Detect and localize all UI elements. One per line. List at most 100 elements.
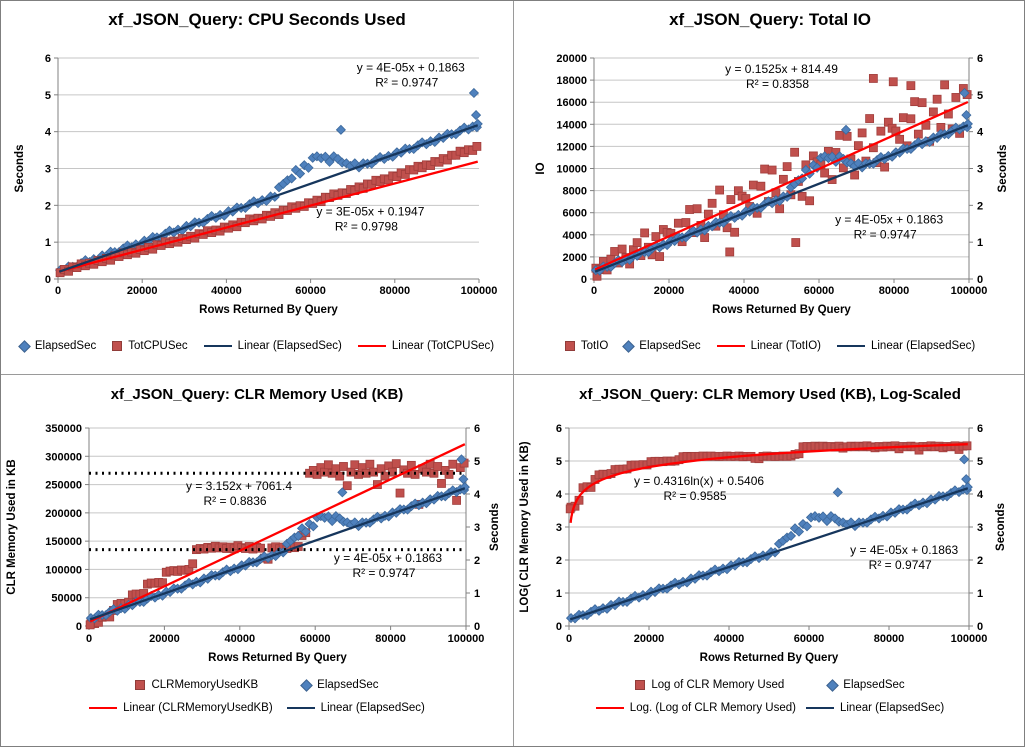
data-point (376, 464, 386, 474)
legend-label: Linear (ElapsedSec) (320, 702, 425, 714)
right-axis-tick-label: 2 (977, 555, 983, 567)
left-axis-tick-label: 2 (45, 200, 51, 212)
data-point (850, 170, 860, 180)
right-axis-tick-label: 6 (977, 423, 983, 435)
data-point (300, 526, 311, 537)
data-point (906, 114, 916, 124)
data-point (756, 181, 766, 191)
legend-label: Linear (ElapsedSec) (839, 702, 945, 714)
right-axis-tick-label: 5 (474, 456, 480, 468)
legend-item: TotIO (564, 340, 608, 352)
data-point (651, 232, 661, 241)
data-point (785, 530, 797, 541)
data-point (342, 481, 352, 491)
x-axis-tick-label: 60000 (804, 285, 835, 297)
data-point (456, 454, 467, 465)
left-axis-tick-label: 150000 (45, 536, 82, 548)
legend-line-swatch (595, 707, 624, 709)
data-point (820, 168, 830, 178)
trendline-linear (58, 160, 479, 273)
data-point (767, 165, 777, 175)
trend-equation: y = 0.1525x + 814.49 (725, 62, 838, 76)
right-axis-tick-label: 6 (474, 423, 480, 435)
data-point (805, 196, 815, 206)
left-axis-tick-label: 6 (45, 53, 51, 65)
data-point (797, 191, 807, 201)
trend-equation: y = 4E-05x + 0.1863 (334, 551, 442, 565)
x-axis-tick-label: 80000 (380, 285, 411, 297)
x-axis-tick-label: 100000 (951, 633, 988, 645)
data-point (888, 77, 898, 87)
trendline-log (569, 443, 968, 523)
legend-label: Log. (Log of CLR Memory Used) (629, 702, 796, 714)
x-axis-tick-label: 100000 (461, 285, 498, 297)
data-point (323, 460, 333, 470)
data-point (365, 459, 375, 469)
data-point (448, 459, 458, 469)
data-point (898, 113, 908, 123)
x-axis-tick-label: 60000 (295, 285, 326, 297)
legend-row: Linear (CLRMemoryUsedKB) Linear (ElapsedS… (1, 702, 513, 714)
data-point (917, 98, 927, 108)
legend-row: Log of CLR Memory Used ElapsedSec (514, 678, 1024, 692)
right-axis-tick-label: 0 (977, 621, 983, 633)
legend-label: Log of CLR Memory Used (651, 679, 785, 691)
data-point (339, 462, 348, 471)
x-axis-tick-label: 100000 (951, 285, 988, 297)
legend-diamond-marker (826, 678, 840, 692)
chart-title: xf_JSON_Query: CLR Memory Used (KB), Log… (579, 386, 961, 403)
data-point (472, 118, 483, 129)
legend-item: CLRMemoryUsedKB (135, 679, 258, 691)
data-point (865, 114, 875, 123)
data-point (959, 87, 970, 99)
left-axis-tick-label: 0 (45, 274, 51, 286)
right-axis-tick-label: 2 (977, 200, 983, 212)
legend-line-swatch (805, 707, 834, 709)
data-point (840, 124, 852, 135)
left-axis-tick-label: 350000 (45, 423, 82, 435)
data-point (895, 134, 905, 144)
legend-label: Linear (CLRMemoryUsedKB) (123, 702, 273, 714)
legend-square-marker (112, 341, 123, 351)
data-point (295, 168, 306, 179)
r-squared-value: R² = 0.9747 (854, 227, 917, 241)
x-axis-tick-label: 20000 (127, 285, 158, 297)
data-point (793, 526, 805, 537)
x-axis-tick-label: 20000 (654, 285, 685, 297)
x-axis-tick-label: 60000 (794, 633, 825, 645)
axes: 0500001000001500002000002500003000003500… (45, 423, 484, 645)
legend-label: Linear (TotIO) (750, 340, 821, 352)
data-point (335, 124, 346, 135)
vertical-divider (513, 1, 514, 746)
data-point (433, 462, 443, 471)
r-squared-value: R² = 0.9747 (352, 566, 415, 580)
x-axis-tick-label: 0 (86, 633, 92, 645)
right-axis-tick-label: 4 (977, 127, 984, 139)
legend-line-swatch (357, 345, 386, 347)
data-point (391, 459, 401, 469)
x-axis-tick-label: 0 (55, 285, 61, 297)
left-axis-tick-label: 18000 (556, 75, 587, 87)
legend-label: ElapsedSec (843, 679, 905, 691)
data-point (790, 147, 800, 157)
legend-label: Linear (ElapsedSec) (870, 340, 976, 352)
legend-square-marker (564, 341, 575, 351)
horizontal-divider (1, 374, 1024, 375)
x-axis-tick-label: 60000 (300, 633, 331, 645)
left-axis-tick-label: 16000 (556, 97, 587, 109)
legend-row: ElapsedSec TotCPUSec Linear (ElapsedSec) Li… (1, 339, 513, 353)
data-point (962, 118, 973, 129)
data-point (458, 474, 469, 485)
data-point (913, 129, 923, 139)
left-axis-tick-label: 2000 (563, 252, 587, 264)
left-axis-tick-label: 0 (556, 621, 562, 633)
left-axis-tick-label: 0 (581, 274, 587, 286)
left-axis-title: CLR Memory Used in KB (6, 459, 18, 594)
trend-equation: y = 3.152x + 7061.4 (186, 479, 292, 493)
data-point (286, 173, 297, 184)
x-axis-title: Rows Returned By Query (700, 652, 839, 664)
left-axis-tick-label: 4000 (563, 230, 587, 242)
legend-row: TotIO ElapsedSec Linear (TotIO) Linear (Ela… (514, 339, 1024, 353)
data-point (791, 238, 801, 247)
